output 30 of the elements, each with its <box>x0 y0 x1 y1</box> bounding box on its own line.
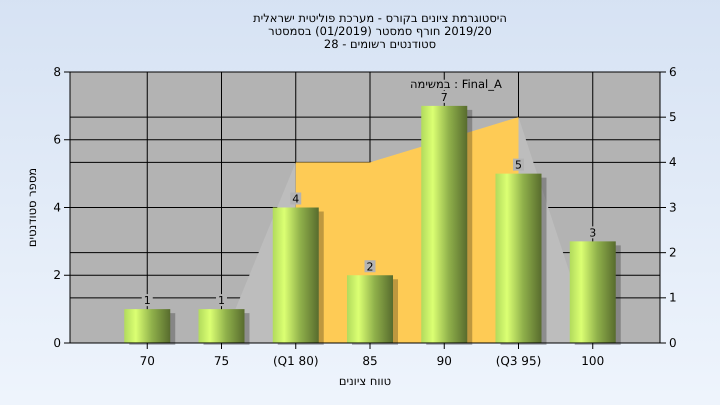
chart-subtitle: 2019/20 חורף סמסטר (01/2019) בסמסטר סטודנטים רשומים - 28 <box>268 24 492 51</box>
y2-tick-label: 6 <box>669 64 677 79</box>
y-tick-label: 4 <box>53 200 61 214</box>
data-label: 7 <box>440 90 448 104</box>
x-tick-label: (Q1 80) <box>272 354 319 368</box>
data-label: 2 <box>366 260 374 274</box>
data-label: 1 <box>144 294 151 308</box>
x-tick-label: 85 <box>362 354 378 368</box>
chart-title: היסטוגרמת ציונים בקורס - מערכת פוליטית ישראלית <box>253 11 507 25</box>
data-label: 1 <box>218 294 225 308</box>
y-tick-label: 6 <box>53 132 61 147</box>
y2-tick-label: 4 <box>669 155 677 170</box>
data-label: 5 <box>515 158 522 172</box>
y2-tick-label: 2 <box>669 246 677 260</box>
y2-tick-label: 5 <box>669 110 677 124</box>
y-axis-title: מספר סטודנטים <box>25 168 39 248</box>
y-tick-label: 8 <box>53 64 61 79</box>
x-tick-label: 100 <box>581 354 604 368</box>
data-label: 3 <box>589 226 596 240</box>
y-tick-label: 2 <box>53 268 61 282</box>
y-tick-label: 0 <box>53 336 61 350</box>
data-label: 4 <box>292 192 300 206</box>
x-tick-label: 75 <box>214 354 230 368</box>
x-tick-label: 90 <box>436 354 452 368</box>
x-tick-label: (Q3 95) <box>496 354 542 368</box>
x-tick-label: 70 <box>140 354 155 368</box>
y2-tick-label: 0 <box>669 336 677 350</box>
x-axis-title: טווח ציונים <box>338 374 392 388</box>
y2-tick-label: 1 <box>669 290 677 305</box>
y2-tick-label: 3 <box>669 200 677 214</box>
